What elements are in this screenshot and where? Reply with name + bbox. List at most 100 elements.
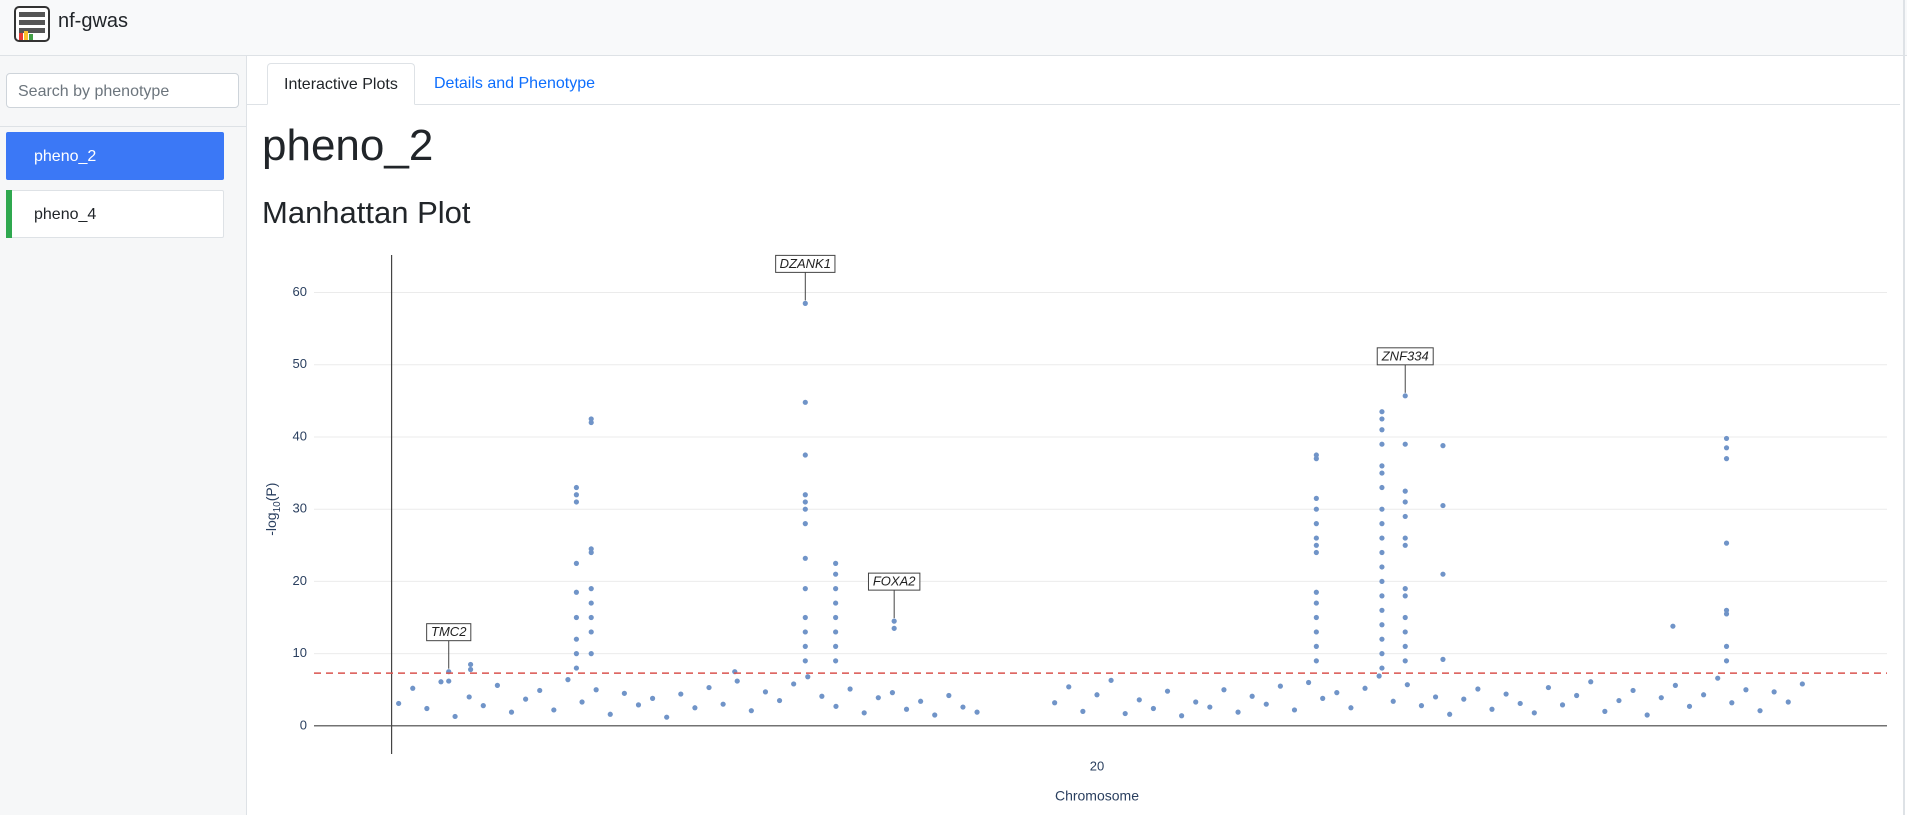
- point: [1785, 699, 1791, 705]
- point: [706, 684, 712, 691]
- point: [1588, 679, 1594, 685]
- point: [664, 714, 670, 720]
- page-title: pheno_2: [262, 121, 434, 170]
- point: [1440, 656, 1446, 662]
- y-tick-label: 30: [293, 501, 307, 516]
- point: [776, 697, 783, 704]
- point: [1379, 470, 1385, 476]
- y-tick-label: 0: [300, 717, 307, 732]
- point: [1723, 445, 1730, 451]
- point: [1531, 710, 1537, 716]
- point: [1402, 614, 1408, 621]
- point: [1670, 623, 1676, 629]
- point: [891, 625, 897, 631]
- point: [1402, 535, 1408, 541]
- point: [1313, 614, 1319, 621]
- point: [802, 499, 808, 505]
- point: [833, 614, 839, 621]
- point: [847, 686, 853, 692]
- point: [1402, 441, 1408, 447]
- point: [720, 701, 726, 707]
- point: [1644, 712, 1650, 718]
- point: [1379, 665, 1385, 671]
- point: [802, 521, 808, 527]
- point: [1320, 695, 1326, 701]
- point: [1221, 687, 1227, 693]
- annotation-box: [867, 572, 921, 591]
- point: [573, 665, 580, 671]
- point: [1179, 713, 1185, 719]
- point: [1432, 694, 1439, 700]
- point: [833, 600, 839, 606]
- tab[interactable]: Interactive Plots: [267, 63, 415, 105]
- point: [1379, 427, 1385, 433]
- point: [588, 614, 594, 621]
- x-tick-label: 20: [1090, 758, 1104, 773]
- point: [607, 711, 613, 717]
- point: [573, 589, 580, 595]
- point: [1475, 686, 1481, 692]
- phenotype-label: pheno_4: [34, 206, 97, 223]
- point: [1440, 443, 1446, 449]
- annotation-box: [1376, 347, 1434, 366]
- point: [1334, 690, 1340, 696]
- y-axis-title-part: 10: [272, 501, 283, 513]
- point: [1440, 502, 1446, 509]
- point: [1164, 688, 1171, 694]
- app-title[interactable]: nf-gwas: [58, 10, 129, 32]
- sidebar: Search by phenotype pheno_2 pheno_4: [0, 56, 247, 815]
- point: [819, 693, 825, 699]
- y-tick-label: 50: [293, 356, 307, 371]
- point: [551, 707, 557, 713]
- point: [1402, 488, 1408, 494]
- point: [805, 674, 811, 680]
- point: [1390, 698, 1396, 704]
- point: [452, 713, 458, 720]
- phenotype-item[interactable]: pheno_4: [6, 190, 224, 238]
- phenotype-item[interactable]: pheno_2: [6, 132, 224, 180]
- point: [932, 712, 938, 718]
- annotation-box: [775, 254, 836, 273]
- point: [1305, 679, 1312, 686]
- point: [396, 700, 402, 707]
- point: [1402, 658, 1408, 664]
- point: [1379, 535, 1385, 541]
- point: [802, 555, 808, 561]
- section-title: Manhattan Plot: [262, 195, 471, 230]
- point: [621, 690, 627, 696]
- y-tick-label: 10: [293, 645, 307, 660]
- point: [1402, 499, 1408, 505]
- y-axis-title-part: (P): [263, 483, 279, 502]
- point: [1402, 586, 1408, 592]
- point: [1440, 571, 1446, 577]
- point: [1150, 705, 1157, 712]
- tab[interactable]: Details and Phenotype: [434, 75, 595, 92]
- point: [588, 419, 594, 426]
- point: [1379, 593, 1385, 599]
- point: [1313, 549, 1319, 556]
- point: [918, 698, 924, 704]
- point: [1402, 643, 1408, 650]
- point: [1447, 711, 1453, 717]
- point: [1313, 535, 1319, 541]
- point: [1379, 578, 1385, 585]
- point: [573, 651, 580, 657]
- point: [802, 399, 808, 405]
- point: [1291, 707, 1298, 713]
- point: [466, 694, 472, 700]
- point: [833, 703, 839, 709]
- point: [635, 702, 642, 708]
- search-input[interactable]: Search by phenotype: [6, 73, 239, 108]
- point: [861, 710, 867, 716]
- point: [1080, 708, 1086, 714]
- point: [1574, 692, 1580, 699]
- point: [833, 643, 839, 650]
- point: [573, 484, 580, 491]
- y-axis-title: -log10(P): [263, 483, 283, 536]
- point: [508, 709, 515, 715]
- y-tick-label: 20: [293, 573, 307, 588]
- point: [588, 416, 594, 422]
- point: [1313, 542, 1319, 548]
- point: [1715, 675, 1721, 681]
- point: [1729, 700, 1735, 706]
